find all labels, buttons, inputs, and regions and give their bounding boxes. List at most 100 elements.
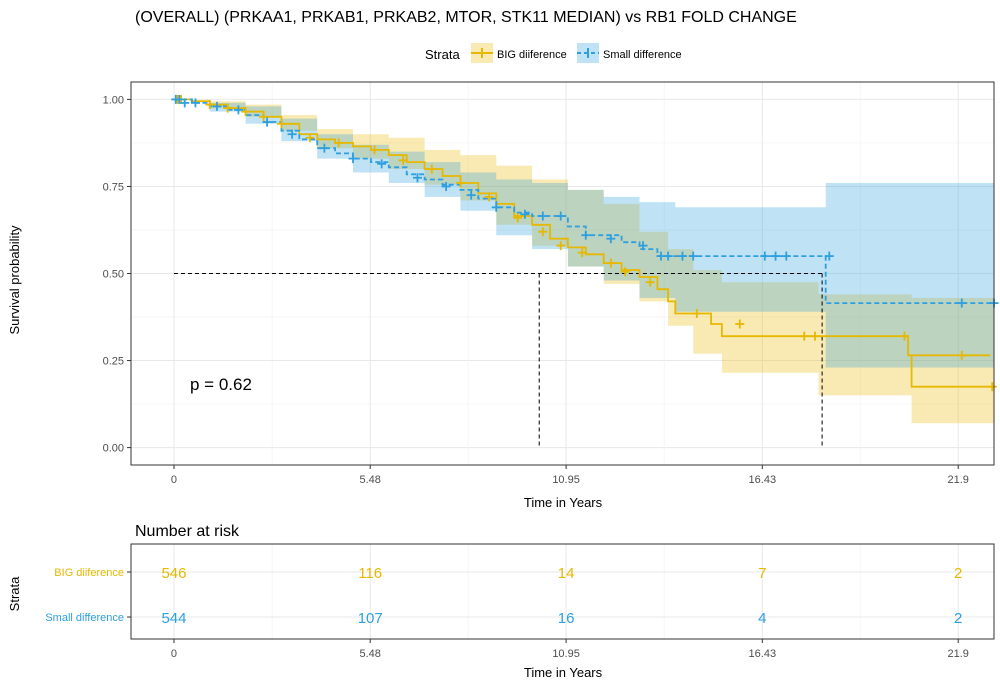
risk-rows: BIG diiference 546 116 14 7 2 Small difference… (45, 565, 962, 627)
x-axis-ticks: 0 5.48 10.95 16.43 21.9 (171, 465, 969, 486)
risk-count: 2 (954, 565, 962, 582)
censor-mark-small (677, 251, 687, 261)
risk-count: 107 (358, 610, 383, 627)
legend-title: Strata (425, 47, 460, 62)
risk-row-label: Small difference (45, 612, 124, 624)
confidence-bands (174, 99, 994, 424)
risk-x-axis-ticks: 0 5.48 10.95 16.43 21.9 (171, 639, 969, 660)
censor-mark-big (692, 309, 702, 319)
risk-count: 2 (954, 610, 962, 627)
x-tick-label: 21.9 (947, 474, 968, 486)
legend-key-big: BIG diiference (471, 43, 567, 63)
risk-count: 544 (161, 610, 186, 627)
censor-mark-big (799, 331, 809, 341)
censor-mark-big (899, 331, 909, 341)
risk-count: 116 (358, 565, 382, 582)
censor-mark-small (348, 154, 358, 164)
median-lines (173, 273, 823, 448)
censor-mark-small (212, 101, 222, 111)
risk-x-tick-label: 16.43 (749, 648, 777, 660)
censor-mark-big (606, 258, 616, 268)
risk-x-tick-label: 0 (171, 648, 177, 660)
censor-mark-big (205, 100, 215, 110)
risk-background (131, 544, 994, 639)
risk-x-axis-label: Time in Years (524, 665, 603, 680)
risk-y-axis-label: Strata (7, 576, 22, 611)
censor-mark-big (645, 277, 655, 287)
censor-mark-small (233, 105, 243, 115)
censor-mark-small (663, 251, 673, 261)
survival-plot: 0.00 0.25 0.50 0.75 1.00 0 5.48 10.95 16.43 21.9… (7, 81, 999, 510)
x-tick-label: 0 (171, 474, 177, 486)
ci-band-big (174, 99, 994, 424)
risk-count: 16 (558, 610, 575, 627)
risk-row-label: BIG diiference (54, 567, 124, 579)
risk-grid (131, 544, 994, 639)
censor-mark-small (781, 251, 791, 261)
legend: Strata BIG diiference Small difference (425, 43, 682, 63)
censor-mark-small (377, 159, 387, 169)
risk-count: 4 (758, 610, 766, 627)
censor-mark-big (987, 382, 997, 392)
x-tick-label: 16.43 (749, 474, 777, 486)
censor-mark-big (398, 155, 408, 165)
y-axis-ticks: 0.00 0.25 0.50 0.75 1.00 (103, 94, 131, 455)
censor-mark-big (957, 350, 967, 360)
censor-mark-small (957, 298, 967, 308)
x-axis-label: Time in Years (524, 495, 603, 510)
censor-mark-big (370, 145, 380, 155)
risk-table-title: Number at risk (135, 523, 240, 540)
censor-mark-big (276, 119, 286, 129)
y-tick-label: 0.75 (103, 181, 124, 193)
p-value: p = 0.62 (190, 375, 252, 394)
censor-mark-big (334, 138, 344, 148)
censor-mark-small (180, 98, 190, 108)
censor-mark-big (620, 267, 630, 277)
risk-x-tick-label: 5.48 (359, 648, 380, 660)
censor-mark-small (771, 251, 781, 261)
x-tick-label: 10.95 (552, 474, 580, 486)
risk-count: 7 (758, 565, 766, 582)
censor-mark-small (190, 98, 200, 108)
censor-mark-big (577, 248, 587, 258)
censor-mark-big (538, 227, 548, 237)
censor-mark-small (174, 94, 184, 104)
censor-mark-small (287, 129, 297, 139)
censor-mark-big (258, 112, 268, 122)
censor-mark-big (223, 103, 233, 113)
censor-mark-small (824, 251, 834, 261)
censor-mark-big (455, 178, 465, 188)
legend-label-small: Small difference (603, 49, 682, 61)
chart-title: (OVERALL) (PRKAA1, PRKAB1, PRKAB2, MTOR,… (135, 9, 797, 26)
y-tick-label: 0.00 (103, 443, 124, 455)
censor-mark-small (262, 117, 272, 127)
censor-mark-small (441, 181, 451, 191)
censor-mark-big (513, 213, 523, 223)
censor-mark-small (688, 251, 698, 261)
censor-mark-big (427, 164, 437, 174)
censor-mark-small (520, 209, 530, 219)
x-tick-label: 5.48 (359, 474, 380, 486)
censor-mark-small (556, 211, 566, 221)
censor-mark-big (810, 331, 820, 341)
y-axis-label: Survival probability (7, 225, 22, 335)
censor-mark-small (760, 251, 770, 261)
censor-mark-small (491, 202, 501, 212)
censor-mark-small (319, 143, 329, 153)
censor-mark-small (412, 173, 422, 183)
legend-label-big: BIG diiference (497, 49, 567, 61)
censor-mark-big (305, 133, 315, 143)
risk-count: 546 (161, 565, 186, 582)
censor-mark-small (538, 211, 548, 221)
legend-key-small: Small difference (577, 43, 682, 63)
censor-mark-big (241, 107, 251, 117)
risk-table-border (130, 543, 995, 640)
y-tick-label: 0.25 (103, 356, 124, 368)
censor-marks (171, 94, 999, 392)
censor-mark-big (556, 241, 566, 251)
censor-mark-small (466, 190, 476, 200)
risk-count: 14 (558, 565, 575, 582)
risk-x-tick-label: 21.9 (947, 648, 968, 660)
ci-band-small (174, 99, 994, 368)
